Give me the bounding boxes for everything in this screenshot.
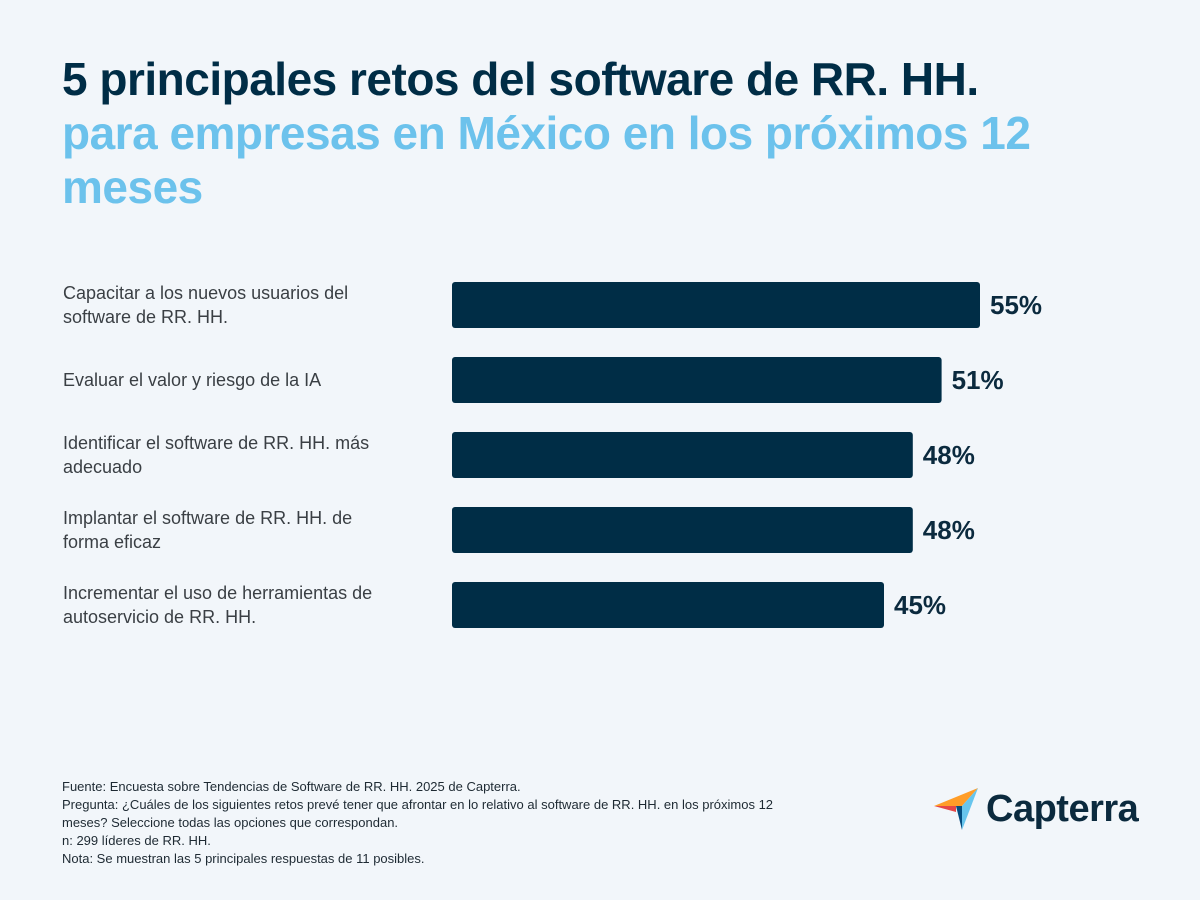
value-label-2: 48%: [923, 440, 975, 470]
bar-chart: 55% Capacitar a los nuevos usuarios del so…: [63, 282, 1042, 628]
category-label-0: Capacitar a los nuevos usuarios del softw…: [63, 283, 348, 327]
chart-title: 5 principales retos del software de RR. …: [62, 52, 1142, 214]
footer-sample: n: 299 líderes de RR. HH.: [62, 833, 211, 848]
value-label-1: 51%: [952, 365, 1004, 395]
category-label-1: Evaluar el valor y riesgo de la IA: [63, 370, 321, 390]
value-label-3: 48%: [923, 515, 975, 545]
bar-0: [452, 282, 980, 328]
category-label-2: Identificar el software de RR. HH. más ad…: [63, 433, 369, 477]
brand-name: Capterra: [986, 787, 1139, 830]
footer-source: Fuente: Encuesta sobre Tendencias de Sof…: [62, 779, 521, 794]
category-label-4: Incrementar el uso de herramientas de aut…: [63, 583, 372, 627]
bar-2: [452, 432, 913, 478]
value-label-0: 55%: [990, 290, 1042, 320]
bar-3: [452, 507, 913, 553]
footer-question-cont: meses? Seleccione todas las opciones que…: [62, 815, 399, 830]
footer-question: Pregunta: ¿Cuáles de los siguientes reto…: [62, 797, 774, 812]
capterra-logo: Capterra: [934, 786, 1139, 832]
title-line-2: para empresas en México en los próximos …: [62, 107, 1031, 213]
footer-notes: Fuente: Encuesta sobre Tendencias de Sof…: [62, 778, 882, 868]
category-label-3: Implantar el software de RR. HH. de forma…: [63, 508, 352, 552]
bar-1: [452, 357, 942, 403]
value-label-4: 45%: [894, 590, 946, 620]
bar-4: [452, 582, 884, 628]
footer-note: Nota: Se muestran las 5 principales resp…: [62, 851, 425, 866]
capterra-arrow-icon: [934, 788, 978, 830]
title-line-1: 5 principales retos del software de RR. …: [62, 53, 979, 105]
